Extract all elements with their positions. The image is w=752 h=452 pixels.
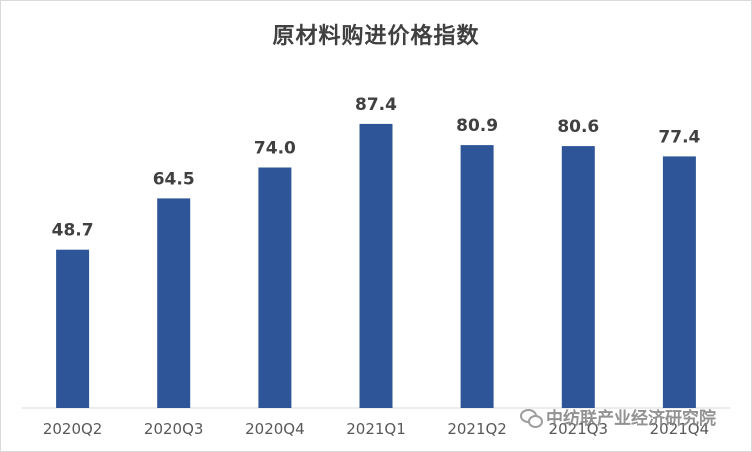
chart-title: 原材料购进价格指数 [272,24,480,49]
x-tick-label-2021Q3: 2021Q3 [549,420,609,438]
watermark-text: 中纺联产业经济研究院 [546,409,716,429]
value-label-2020Q3: 64.5 [153,169,195,189]
x-tick-label-2020Q2: 2020Q2 [43,420,103,438]
watermark: 中纺联产业经济研究院 [520,404,716,429]
wechat-icon [520,408,543,428]
x-tick-label-2021Q1: 2021Q1 [346,420,406,438]
x-tick-label-2021Q4: 2021Q4 [650,420,710,438]
bar-2020Q4 [258,167,292,408]
bar-2021Q2 [460,145,494,408]
value-label-2021Q3: 80.6 [557,117,599,137]
bar-2020Q3 [157,198,191,408]
value-label-2020Q2: 48.7 [52,221,94,241]
value-label-2021Q4: 77.4 [658,127,700,147]
bar-2021Q1 [359,123,393,409]
x-tick-label-2020Q3: 2020Q3 [144,420,204,438]
value-label-2021Q1: 87.4 [355,95,397,115]
value-label-2020Q4: 74.0 [254,139,296,159]
bar-2021Q4 [662,156,696,408]
x-tick-label-2021Q2: 2021Q2 [447,420,507,438]
bar-2021Q3 [561,146,595,408]
bar-2020Q2 [56,249,90,408]
x-tick-label-2020Q4: 2020Q4 [245,420,305,438]
value-label-2021Q2: 80.9 [456,116,498,136]
